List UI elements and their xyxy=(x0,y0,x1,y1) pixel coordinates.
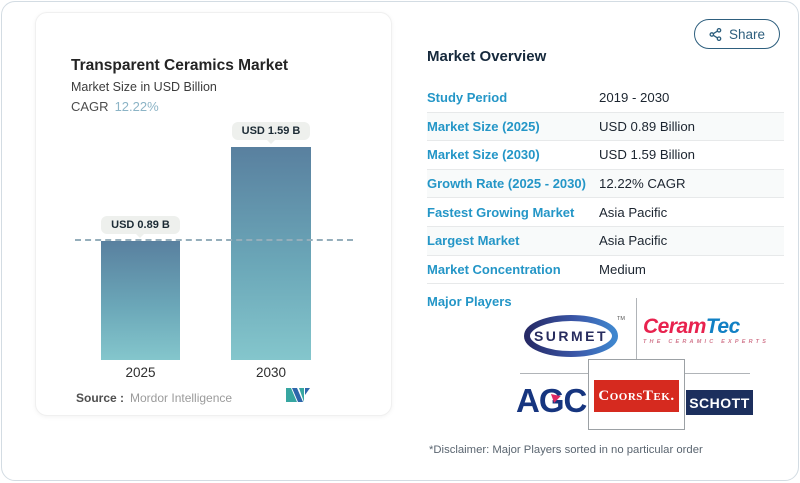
ceramtec-logo-text-ceram: Ceram xyxy=(643,315,706,338)
bar-column-2030: USD 1.59 B xyxy=(231,122,311,360)
row-label: Growth Rate (2025 - 2030) xyxy=(427,176,586,192)
table-row: Market Concentration Medium xyxy=(427,256,784,285)
row-value: 12.22% CAGR xyxy=(599,176,686,192)
market-chart-card: Transparent Ceramics Market Market Size … xyxy=(35,12,392,416)
row-label: Study Period xyxy=(427,90,508,106)
bar-value-label-2030: USD 1.59 B xyxy=(231,122,311,144)
bar-2025 xyxy=(101,241,180,360)
logo-grid-vertical-divider xyxy=(636,298,637,372)
table-row: Market Size (2030) USD 1.59 Billion xyxy=(427,141,784,170)
ceramtec-tagline: THE CERAMIC EXPERTS xyxy=(643,339,770,345)
table-row: Growth Rate (2025 - 2030) 12.22% CAGR xyxy=(427,169,784,199)
row-label: Largest Market xyxy=(427,233,520,249)
source-label: Source : xyxy=(76,391,125,405)
row-value: 2019 - 2030 xyxy=(599,90,670,106)
row-label: Market Size (2025) xyxy=(427,118,540,134)
coorstek-logo-text: CoorsTek. xyxy=(598,387,675,404)
agc-logo-text: AGC xyxy=(516,382,587,419)
row-value: USD 1.59 Billion xyxy=(599,147,696,163)
mordor-intelligence-logo-icon xyxy=(286,388,310,402)
share-nodes-icon xyxy=(709,27,722,41)
table-row: Market Size (2025) USD 0.89 Billion xyxy=(427,112,784,142)
ceramtec-logo: CeramTec THE CERAMIC EXPERTS xyxy=(643,316,769,346)
row-label: Market Size (2030) xyxy=(427,147,540,163)
row-value: Asia Pacific xyxy=(599,233,668,249)
surmet-tm-mark: TM xyxy=(617,316,625,322)
agc-logo: AGC xyxy=(516,382,587,420)
surmet-logo-text: SURMET xyxy=(534,328,608,344)
overview-table: Study Period 2019 - 2030 Market Size (20… xyxy=(427,84,784,285)
schott-logo: SCHOTT xyxy=(686,390,753,415)
row-value: Medium xyxy=(599,261,646,277)
schott-logo-text: SCHOTT xyxy=(689,394,750,411)
overview-title: Market Overview xyxy=(427,48,547,65)
cagr-label: CAGR xyxy=(71,99,109,114)
ceramtec-logo-text-tec: Tec xyxy=(705,315,740,338)
chart-title: Transparent Ceramics Market xyxy=(71,57,289,74)
bar-value-label-2025: USD 0.89 B xyxy=(101,216,180,238)
coorstek-logo-card: CoorsTek. xyxy=(588,359,685,430)
row-label: Market Concentration xyxy=(427,261,561,277)
bar-2030 xyxy=(231,147,311,360)
row-value: Asia Pacific xyxy=(599,204,668,220)
disclaimer-text: *Disclaimer: Major Players sorted in no … xyxy=(429,444,703,456)
table-row: Largest Market Asia Pacific xyxy=(427,226,784,256)
major-players-label: Major Players xyxy=(427,294,512,309)
bar-column-2025: USD 0.89 B xyxy=(101,216,180,360)
reference-dashed-line xyxy=(75,239,353,241)
source-line: Source : Mordor Intelligence xyxy=(76,391,232,405)
coorstek-logo: CoorsTek. xyxy=(594,380,679,412)
row-value: USD 0.89 Billion xyxy=(599,118,696,134)
table-row: Fastest Growing Market Asia Pacific xyxy=(427,198,784,227)
source-brand: Mordor Intelligence xyxy=(130,391,233,405)
share-button-label: Share xyxy=(728,26,765,42)
x-axis-label-2030: 2030 xyxy=(255,365,287,380)
chart-subtitle: Market Size in USD Billion xyxy=(71,80,217,94)
share-button[interactable]: Share xyxy=(693,19,780,49)
x-axis-label-2025: 2025 xyxy=(125,365,156,380)
row-label: Fastest Growing Market xyxy=(427,204,575,220)
cagr-value: 12.22% xyxy=(114,99,159,114)
cagr-line: CAGR 12.22% xyxy=(71,99,159,114)
table-row: Study Period 2019 - 2030 xyxy=(427,84,784,113)
surmet-logo: SURMET TM xyxy=(524,315,625,357)
